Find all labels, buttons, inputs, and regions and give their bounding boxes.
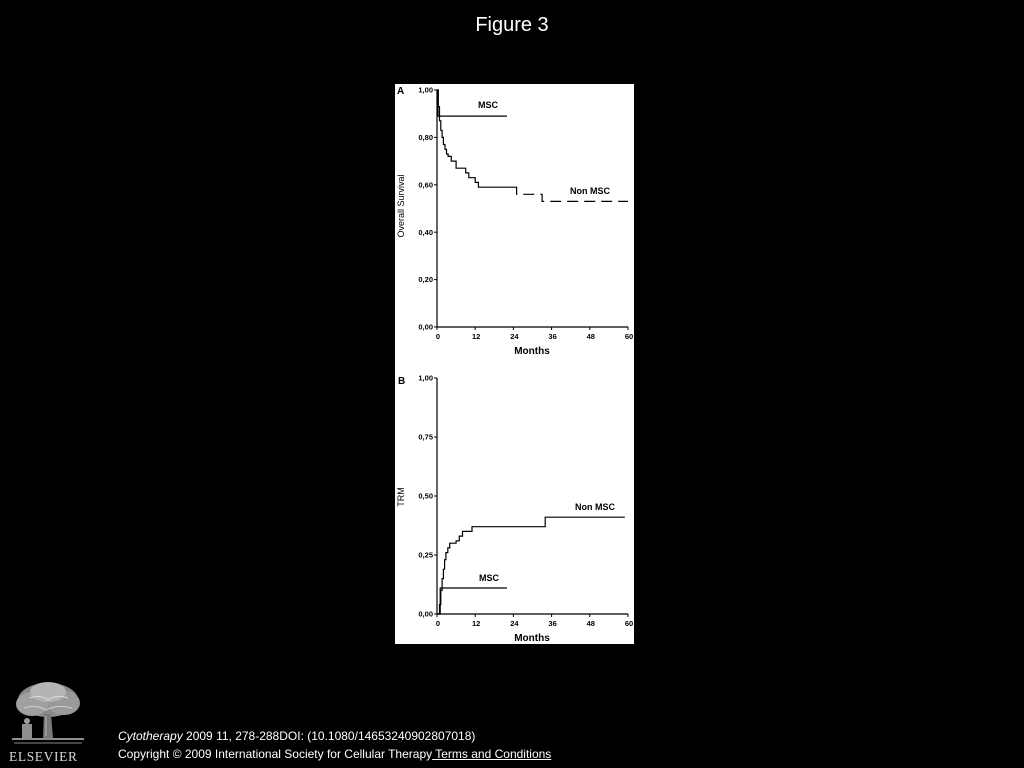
slide-title: Figure 3 xyxy=(475,14,549,36)
chart-panel-a: A 0,00 0,20 0,40 0,60 0,80 1,00 0 12 24 36 48 60 Over… xyxy=(396,86,633,357)
citation: Cytotherapy 2009 11, 278-288DOI: (10.108… xyxy=(118,729,475,743)
y-tick-label: 0,00 xyxy=(418,610,433,619)
y-tick-label: 1,00 xyxy=(418,374,433,383)
y-axis-title: TRM xyxy=(396,487,406,507)
elsevier-logo-text: ELSEVIER xyxy=(9,749,78,764)
x-tick-label: 60 xyxy=(625,619,633,628)
y-tick-label: 0,20 xyxy=(418,275,433,284)
x-tick-label: 0 xyxy=(436,332,440,341)
panel-label: B xyxy=(398,376,405,387)
chart-panel-b: B 0,00 0,25 0,50 0,75 1,00 0 12 24 36 48 60 TRM Month… xyxy=(396,374,633,644)
x-tick-label: 60 xyxy=(625,332,633,341)
series-line-non-msc xyxy=(437,89,514,188)
series-line-non-msc-tail xyxy=(513,186,628,202)
survival-charts: A 0,00 0,20 0,40 0,60 0,80 1,00 0 12 24 36 48 60 Over… xyxy=(396,86,633,644)
x-tick-label: 24 xyxy=(510,332,519,341)
series-line-msc xyxy=(437,587,507,615)
x-tick-label: 12 xyxy=(472,332,480,341)
copyright-line: Copyright © 2009 International Society f… xyxy=(118,747,551,761)
y-tick-label: 0,00 xyxy=(418,323,433,332)
citation-details: 2009 11, 278-288DOI: (10.1080/1465324090… xyxy=(182,729,476,743)
x-tick-label: 48 xyxy=(587,619,595,628)
y-tick-label: 0,80 xyxy=(418,133,433,142)
series-line-non-msc xyxy=(437,516,625,615)
elsevier-logo xyxy=(10,680,86,746)
y-tick-label: 0,25 xyxy=(418,551,433,560)
y-tick-label: 0,60 xyxy=(418,180,433,189)
x-tick-label: 24 xyxy=(510,619,519,628)
journal-name: Cytotherapy xyxy=(118,729,183,743)
y-tick-label: 1,00 xyxy=(418,86,433,95)
panel-label: A xyxy=(397,86,404,97)
terms-and-conditions-link[interactable]: Terms and Conditions xyxy=(432,747,552,761)
y-tick-label: 0,40 xyxy=(418,228,433,237)
x-tick-label: 0 xyxy=(436,619,440,628)
x-axis-title: Months xyxy=(514,346,550,357)
figure-panel: A 0,00 0,20 0,40 0,60 0,80 1,00 0 12 24 36 48 60 Over… xyxy=(395,84,634,644)
tree-icon xyxy=(12,682,84,744)
y-tick-label: 0,75 xyxy=(418,433,433,442)
y-axis-title: Overall Survival xyxy=(396,174,406,237)
x-tick-label: 36 xyxy=(548,619,556,628)
copyright-text: Copyright © 2009 International Society f… xyxy=(118,747,433,761)
series-label-non-msc: Non MSC xyxy=(570,186,610,196)
series-label-msc: MSC xyxy=(479,573,500,583)
y-tick-label: 0,50 xyxy=(418,492,433,501)
series-label-msc: MSC xyxy=(478,100,499,110)
x-axis-title: Months xyxy=(514,633,550,644)
x-tick-label: 36 xyxy=(548,332,556,341)
x-tick-label: 48 xyxy=(587,332,595,341)
series-label-non-msc: Non MSC xyxy=(575,502,615,512)
x-tick-label: 12 xyxy=(472,619,480,628)
